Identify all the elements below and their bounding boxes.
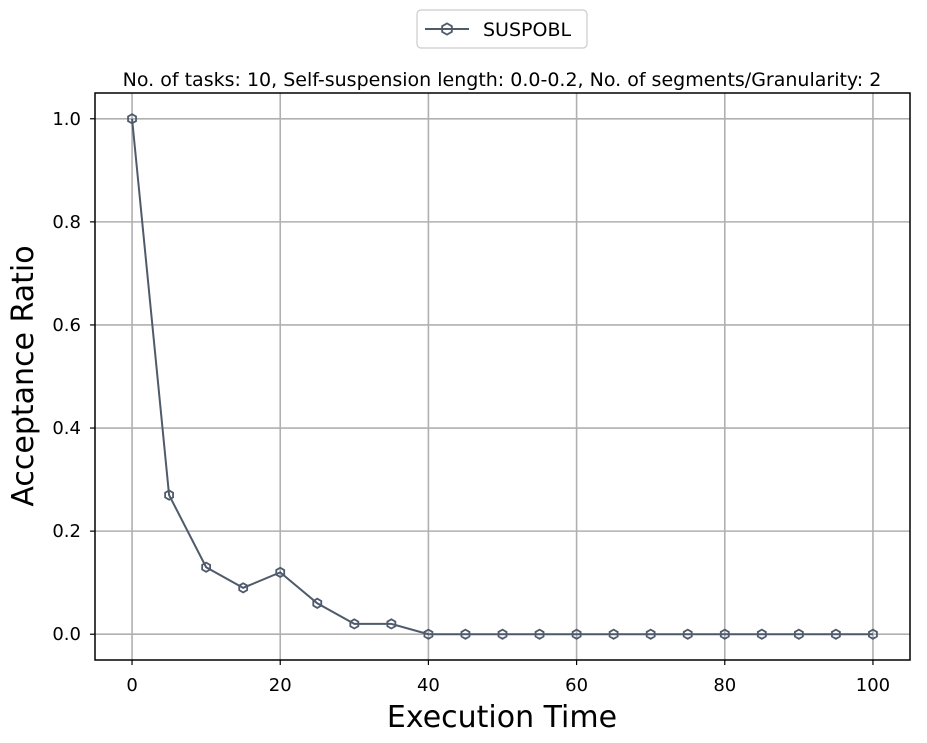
y-tick-label: 0.6 — [52, 315, 81, 336]
data-point — [349, 618, 360, 630]
data-point — [460, 628, 471, 640]
data-point — [497, 628, 508, 640]
x-tick-label: 20 — [269, 675, 292, 696]
data-point — [312, 597, 323, 609]
data-point — [793, 628, 804, 640]
data-point — [831, 628, 841, 640]
series-line — [131, 118, 873, 636]
data-point — [238, 582, 249, 594]
legend: SUSPOBL — [416, 9, 588, 49]
x-tick-label: 80 — [713, 675, 736, 696]
data-point — [423, 628, 434, 640]
data-point — [868, 628, 878, 640]
plot-frame — [94, 92, 911, 661]
y-tick-label: 0.4 — [52, 418, 81, 439]
x-tick-label: 0 — [126, 675, 137, 696]
y-axis-label: Acceptance Ratio — [6, 245, 41, 506]
data-point — [682, 628, 693, 640]
data-point — [386, 618, 397, 630]
ticks: 0 20 40 60 80 100 0.0 0.2 0.4 0.6 0.8 1.0 — [52, 109, 890, 696]
y-tick-label: 0.0 — [52, 624, 81, 645]
legend-label: SUSPOBL — [483, 19, 571, 41]
y-tick-label: 1.0 — [52, 109, 81, 130]
data-point — [275, 566, 286, 579]
x-tick-label: 60 — [565, 675, 588, 696]
x-tick-label: 40 — [417, 675, 440, 696]
data-point — [201, 561, 212, 573]
data-point — [756, 628, 767, 640]
x-axis-label: Execution Time — [387, 700, 617, 735]
data-point — [608, 628, 619, 640]
data-point — [719, 628, 730, 640]
legend-box — [416, 9, 588, 49]
x-tick-label: 100 — [856, 675, 890, 696]
chart-title: No. of tasks: 10, Self-suspension length… — [123, 69, 882, 91]
data-point — [127, 113, 137, 125]
data-point — [571, 628, 582, 640]
series-group — [127, 113, 878, 640]
grid — [95, 93, 910, 660]
y-tick-label: 0.2 — [52, 521, 81, 542]
y-tick-label: 0.8 — [52, 212, 81, 233]
data-point — [645, 628, 656, 640]
data-point — [164, 489, 174, 501]
data-point — [534, 628, 545, 640]
legend-hexagon-marker — [441, 22, 453, 36]
